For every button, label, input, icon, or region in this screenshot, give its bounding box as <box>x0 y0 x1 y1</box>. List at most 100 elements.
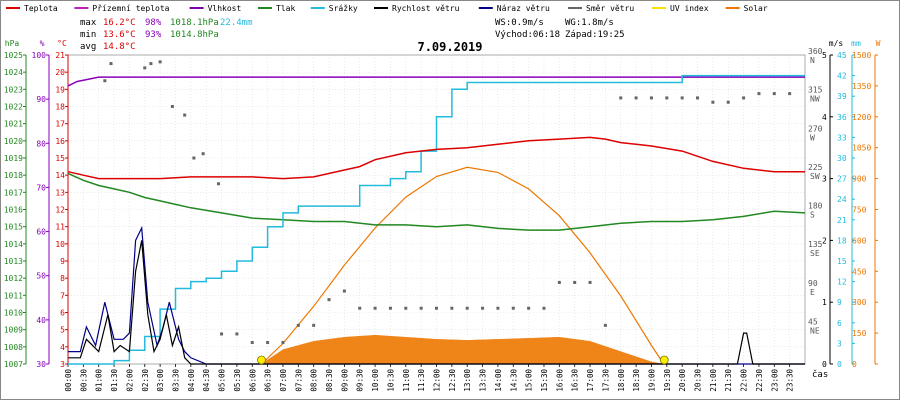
direction-point-21 <box>388 306 392 310</box>
direction-point-29 <box>511 306 515 310</box>
pressure-tick-1: 1008 <box>4 343 23 352</box>
humidity-tick-7: 100 <box>32 51 47 60</box>
temperature-tick-5: 8 <box>60 274 65 283</box>
legend-label-5: Rychlost větru <box>392 4 460 13</box>
humidity-tick-4: 70 <box>36 183 46 192</box>
x-tick-10: 05:00 <box>218 369 227 392</box>
stats-avg-label: avg <box>80 42 96 52</box>
legend-label-1: Přízemní teplota <box>92 4 169 13</box>
legend-label-9: Solar <box>744 4 768 13</box>
pressure-tick-11: 1018 <box>4 171 23 180</box>
x-tick-27: 13:30 <box>479 369 488 392</box>
x-tick-29: 14:30 <box>509 369 518 392</box>
x-tick-5: 02:30 <box>141 369 150 392</box>
solar-tick-7: 1050 <box>852 144 871 153</box>
direction-point-43 <box>726 100 730 104</box>
direction-point-40 <box>680 96 684 100</box>
temperature-tick-1: 4 <box>60 343 65 352</box>
series-pressure <box>67 172 806 231</box>
direction-point-30 <box>527 306 531 310</box>
x-tick-24: 12:00 <box>433 369 442 392</box>
x-tick-40: 20:00 <box>678 369 687 392</box>
stats-max-hum: 98% <box>145 18 162 28</box>
direction-point-22 <box>404 306 408 310</box>
x-tick-20: 10:00 <box>371 369 380 392</box>
direction-point-5 <box>170 105 174 108</box>
x-tick-23: 11:30 <box>417 369 426 392</box>
direction-point-46 <box>772 92 776 96</box>
pressure-tick-10: 1017 <box>4 188 23 197</box>
stats-max-rain: 22.4mm <box>220 18 253 28</box>
rain-tick-2: 6 <box>837 319 842 328</box>
direction-point-13 <box>266 341 270 345</box>
x-tick-31: 15:30 <box>540 369 549 392</box>
temperature-tick-10: 13 <box>55 188 65 197</box>
rain-tick-13: 39 <box>837 92 847 101</box>
solar-tick-3: 450 <box>852 267 867 276</box>
direction-point-34 <box>588 280 592 284</box>
direction-point-15 <box>296 323 300 327</box>
humidity-unit: % <box>40 39 45 48</box>
solar-tick-1: 150 <box>852 329 867 338</box>
direction-tick-dir-5: W <box>810 133 815 142</box>
rain-unit: mm <box>851 39 861 48</box>
x-tick-3: 01:30 <box>110 369 119 392</box>
x-tick-44: 22:00 <box>740 369 749 392</box>
solar-tick-8: 1200 <box>852 113 871 122</box>
direction-tick-dir-0: NE <box>810 326 820 335</box>
direction-tick-deg-0: 45 <box>808 317 818 326</box>
series-wind-speed <box>68 240 805 365</box>
wind-tick-3: 3 <box>822 175 827 184</box>
direction-point-35 <box>603 323 607 327</box>
direction-tick-deg-3: 180 <box>808 202 823 211</box>
x-tick-9: 04:30 <box>202 369 211 392</box>
sunset-marker <box>659 355 669 365</box>
rain-tick-14: 42 <box>837 72 847 81</box>
direction-point-17 <box>327 298 331 302</box>
temperature-tick-2: 5 <box>60 326 65 335</box>
stats-avg-temp: 14.8°C <box>103 42 136 52</box>
solar-tick-2: 300 <box>852 298 867 307</box>
x-tick-37: 18:30 <box>632 369 641 392</box>
direction-tick-dir-6: NW <box>810 95 820 104</box>
temperature-tick-4: 7 <box>60 291 65 300</box>
temperature-tick-8: 11 <box>55 223 65 232</box>
x-tick-18: 09:00 <box>340 369 349 392</box>
direction-point-6 <box>183 113 187 117</box>
humidity-tick-5: 80 <box>36 139 46 148</box>
pressure-tick-16: 1023 <box>4 85 23 94</box>
stats-max-press: 1018.1hPa <box>170 18 219 28</box>
x-tick-7: 03:30 <box>171 369 180 392</box>
temperature-tick-13: 16 <box>55 137 65 146</box>
x-tick-16: 08:00 <box>310 369 319 392</box>
direction-tick-dir-4: SW <box>810 172 820 181</box>
direction-point-12 <box>250 341 254 345</box>
solar-tick-6: 900 <box>852 175 867 184</box>
pressure-tick-4: 1011 <box>4 291 23 300</box>
rain-tick-4: 12 <box>837 278 847 287</box>
direction-point-4 <box>158 60 162 64</box>
direction-point-18 <box>342 289 346 293</box>
solar-tick-10: 1500 <box>852 51 871 60</box>
x-tick-11: 05:30 <box>233 369 242 392</box>
direction-tick-deg-1: 90 <box>808 279 818 288</box>
legend-label-2: Vlhkost <box>208 4 242 13</box>
x-tick-17: 08:30 <box>325 369 334 392</box>
chart-title: 7.09.2019 <box>417 40 482 54</box>
temperature-tick-14: 17 <box>55 120 65 129</box>
rain-tick-7: 21 <box>837 216 847 225</box>
rain-tick-10: 30 <box>837 154 847 163</box>
x-tick-30: 15:00 <box>525 369 534 392</box>
direction-point-38 <box>649 96 653 100</box>
pressure-tick-6: 1013 <box>4 257 23 266</box>
direction-point-37 <box>634 96 638 100</box>
x-tick-0: 00:00 <box>64 369 73 392</box>
pressure-tick-0: 1007 <box>4 360 23 369</box>
stats-min-label: min <box>80 30 96 40</box>
pressure-tick-13: 1020 <box>4 137 23 146</box>
direction-point-10 <box>220 332 224 336</box>
pressure-tick-3: 1010 <box>4 309 23 318</box>
solar-tick-4: 600 <box>852 236 867 245</box>
x-tick-1: 00:30 <box>79 369 88 392</box>
pressure-tick-8: 1015 <box>4 223 23 232</box>
